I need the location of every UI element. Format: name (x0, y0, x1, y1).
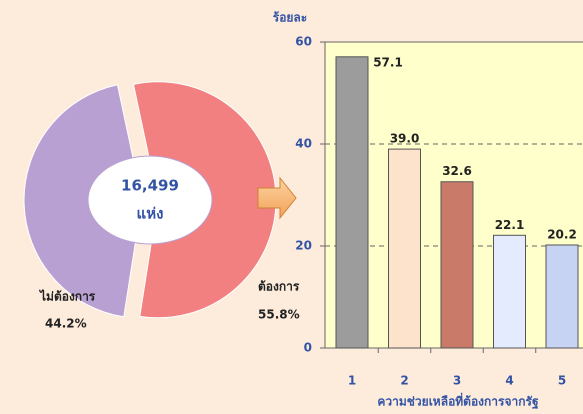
slice-label: ไม่ต้องการ (38, 289, 96, 304)
y-tick-label: 0 (304, 341, 312, 355)
pie-slice (23, 84, 143, 318)
slice-value-label: 55.8% (258, 308, 300, 322)
x-tick-label: 4 (505, 374, 513, 388)
bar (545, 244, 579, 349)
bar-value-label: 57.1 (373, 55, 403, 69)
bar-value-label: 20.2 (547, 227, 577, 241)
pie-center (87, 155, 213, 245)
x-tick-label: 1 (348, 374, 356, 388)
center-text: 16,499 (121, 177, 179, 195)
bar (440, 181, 474, 349)
x-tick-label: 5 (558, 374, 566, 388)
y-tick-label: 20 (295, 239, 312, 253)
slice-label: ต้องการ (258, 280, 300, 294)
x-axis-title: ความช่วยเหลือที่ต้องการจากรัฐ (377, 393, 539, 410)
center-subtext: แห่ง (137, 205, 164, 223)
y-tick-label: 40 (295, 137, 312, 151)
bar-value-label: 32.6 (442, 164, 472, 178)
bar-value-label: 22.1 (495, 218, 525, 232)
x-tick-label: 2 (400, 374, 408, 388)
bar-value-label: 39.0 (390, 132, 420, 146)
bar (493, 234, 526, 349)
bar (388, 148, 421, 349)
y-axis-title: ร้อยละ (273, 11, 307, 25)
x-tick-label: 3 (453, 374, 461, 388)
bar (335, 56, 369, 349)
y-tick-label: 60 (295, 35, 312, 49)
slice-value-label: 44.2% (45, 317, 87, 331)
arrow (257, 176, 297, 220)
